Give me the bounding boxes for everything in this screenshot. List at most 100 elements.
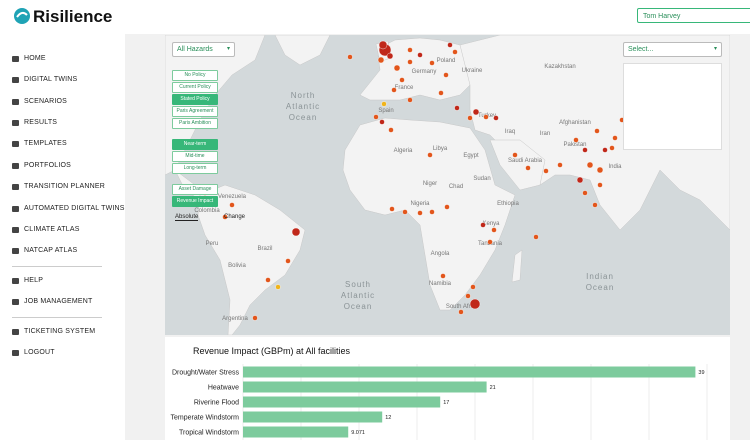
facility-dot	[389, 206, 395, 212]
facility-dot	[393, 64, 401, 72]
toggle-button[interactable]: Near-term	[172, 139, 218, 150]
country-label: Nigeria	[410, 201, 430, 207]
country-label: Kazakhstan	[544, 64, 575, 70]
country-label: Pakistan	[563, 142, 586, 148]
facility-dot	[399, 77, 405, 83]
toggle-button[interactable]: Paris Agreement	[172, 106, 218, 117]
facility-dot	[252, 315, 258, 321]
country-label: Bolivia	[228, 263, 246, 269]
nav-icon	[12, 227, 19, 233]
chart-title: Revenue Impact (GBPm) at All facilities	[193, 346, 351, 356]
facility-dot	[427, 152, 433, 158]
mode-toggle[interactable]: Absolute	[175, 214, 199, 221]
value-label: 12	[385, 415, 391, 421]
facility-dot	[443, 72, 449, 78]
country-label: Saudi Arabia	[508, 158, 543, 164]
hazard-select[interactable]: All Hazards ▾	[172, 42, 235, 57]
nav-icon	[12, 206, 19, 212]
nav-icon	[12, 163, 19, 169]
landmass	[274, 35, 331, 66]
nav-item[interactable]: TRANSITION PLANNER	[24, 183, 105, 190]
country-label: Kenya	[482, 221, 500, 227]
facility-dot	[407, 97, 413, 103]
facility-select[interactable]: Select... ▾	[623, 42, 722, 57]
country-label: Germany	[412, 69, 437, 75]
nav-item[interactable]: HOME	[24, 55, 46, 62]
country-label: India	[608, 164, 622, 170]
facility-dot	[483, 114, 489, 120]
nav-item[interactable]: DIGITAL TWINS	[24, 76, 78, 83]
category-label: Temperate Windstorm	[171, 415, 240, 422]
country-label: Algeria	[394, 148, 413, 154]
user-dropdown[interactable]: Tom Harvey▾	[637, 8, 750, 23]
facility-dot	[222, 214, 228, 220]
facility-dot	[467, 115, 473, 121]
nav-item[interactable]: TICKETING SYSTEM	[24, 328, 96, 335]
category-label: Tropical Windstorm	[179, 430, 239, 437]
country-label: Poland	[437, 58, 456, 64]
facility-dot	[347, 54, 353, 60]
toggle-button[interactable]: Current Policy	[172, 82, 218, 93]
country-label: Spain	[378, 108, 393, 114]
ocean-label: North	[291, 91, 316, 100]
sidebar: Risilience HOME DIGITAL TWINS SCENARIOS RES…	[0, 0, 125, 440]
top-bar: Tom Harvey▾	[125, 0, 750, 34]
toggle-button[interactable]: Revenue Impact	[172, 196, 218, 207]
facility-dot	[447, 42, 453, 48]
category-label: Heatwave	[208, 385, 239, 392]
ocean-label: Ocean	[586, 283, 615, 292]
facility-dot	[543, 168, 549, 174]
nav-item[interactable]: PORTFOLIOS	[24, 162, 71, 169]
facility-dot	[582, 190, 588, 196]
facility-dot	[452, 49, 458, 55]
facility-dot	[493, 115, 499, 121]
nav-item[interactable]: CLIMATE ATLAS	[24, 226, 80, 233]
nav-icon	[12, 141, 19, 147]
facility-dot	[285, 258, 291, 264]
facility-dot	[291, 227, 301, 237]
nav-item[interactable]: NATCAP ATLAS	[24, 247, 78, 254]
mode-toggle[interactable]: Change	[224, 214, 246, 220]
country-label: Chad	[449, 184, 463, 190]
nav-item[interactable]: AUTOMATED DIGITAL TWINS	[24, 205, 125, 212]
nav-item[interactable]: RESULTS	[24, 119, 58, 126]
toggle-button[interactable]: Long-term	[172, 163, 218, 174]
facility-dot	[470, 284, 476, 290]
nav-icon	[12, 248, 19, 254]
facility-dot	[377, 56, 385, 64]
nav-icon	[12, 77, 19, 83]
facility-dot	[265, 277, 271, 283]
toggle-button[interactable]: Mid-time	[172, 151, 218, 162]
facility-dot	[229, 202, 235, 208]
facility-dot	[586, 161, 594, 169]
logo-text: Risilience	[33, 7, 113, 26]
nav-item[interactable]: JOB MANAGEMENT	[24, 298, 93, 305]
bar	[243, 381, 487, 393]
country-label: Egypt	[463, 153, 479, 159]
nav-icon	[12, 329, 19, 335]
nav-item[interactable]: HELP	[24, 277, 44, 284]
category-label: Drought/Water Stress	[172, 370, 240, 377]
legend-box	[623, 63, 722, 150]
nav-item[interactable]: LOGOUT	[24, 349, 55, 356]
toggle-button[interactable]: Paris Ambition	[172, 118, 218, 129]
nav-item[interactable]: SCENARIOS	[24, 98, 68, 105]
nav-item[interactable]: TEMPLATES	[24, 140, 67, 147]
toggle-button[interactable]: Stated Policy	[172, 94, 218, 105]
landmass	[511, 249, 523, 283]
facility-dot	[609, 145, 615, 151]
facility-dot	[391, 87, 397, 93]
facility-dot	[402, 209, 408, 215]
country-label: Niger	[423, 181, 437, 187]
facility-dot	[381, 101, 387, 107]
toggle-button[interactable]: No Policy	[172, 70, 218, 81]
toggle-button[interactable]: Asset Damage	[172, 184, 218, 195]
country-label: South Africa	[446, 304, 479, 310]
facility-dot	[592, 202, 598, 208]
ocean-label: Ocean	[344, 302, 373, 311]
facility-dot	[275, 284, 281, 290]
facility-dot	[429, 60, 435, 66]
country-label: Namibia	[429, 281, 452, 287]
facility-dot	[388, 127, 394, 133]
facility-dot	[465, 293, 471, 299]
